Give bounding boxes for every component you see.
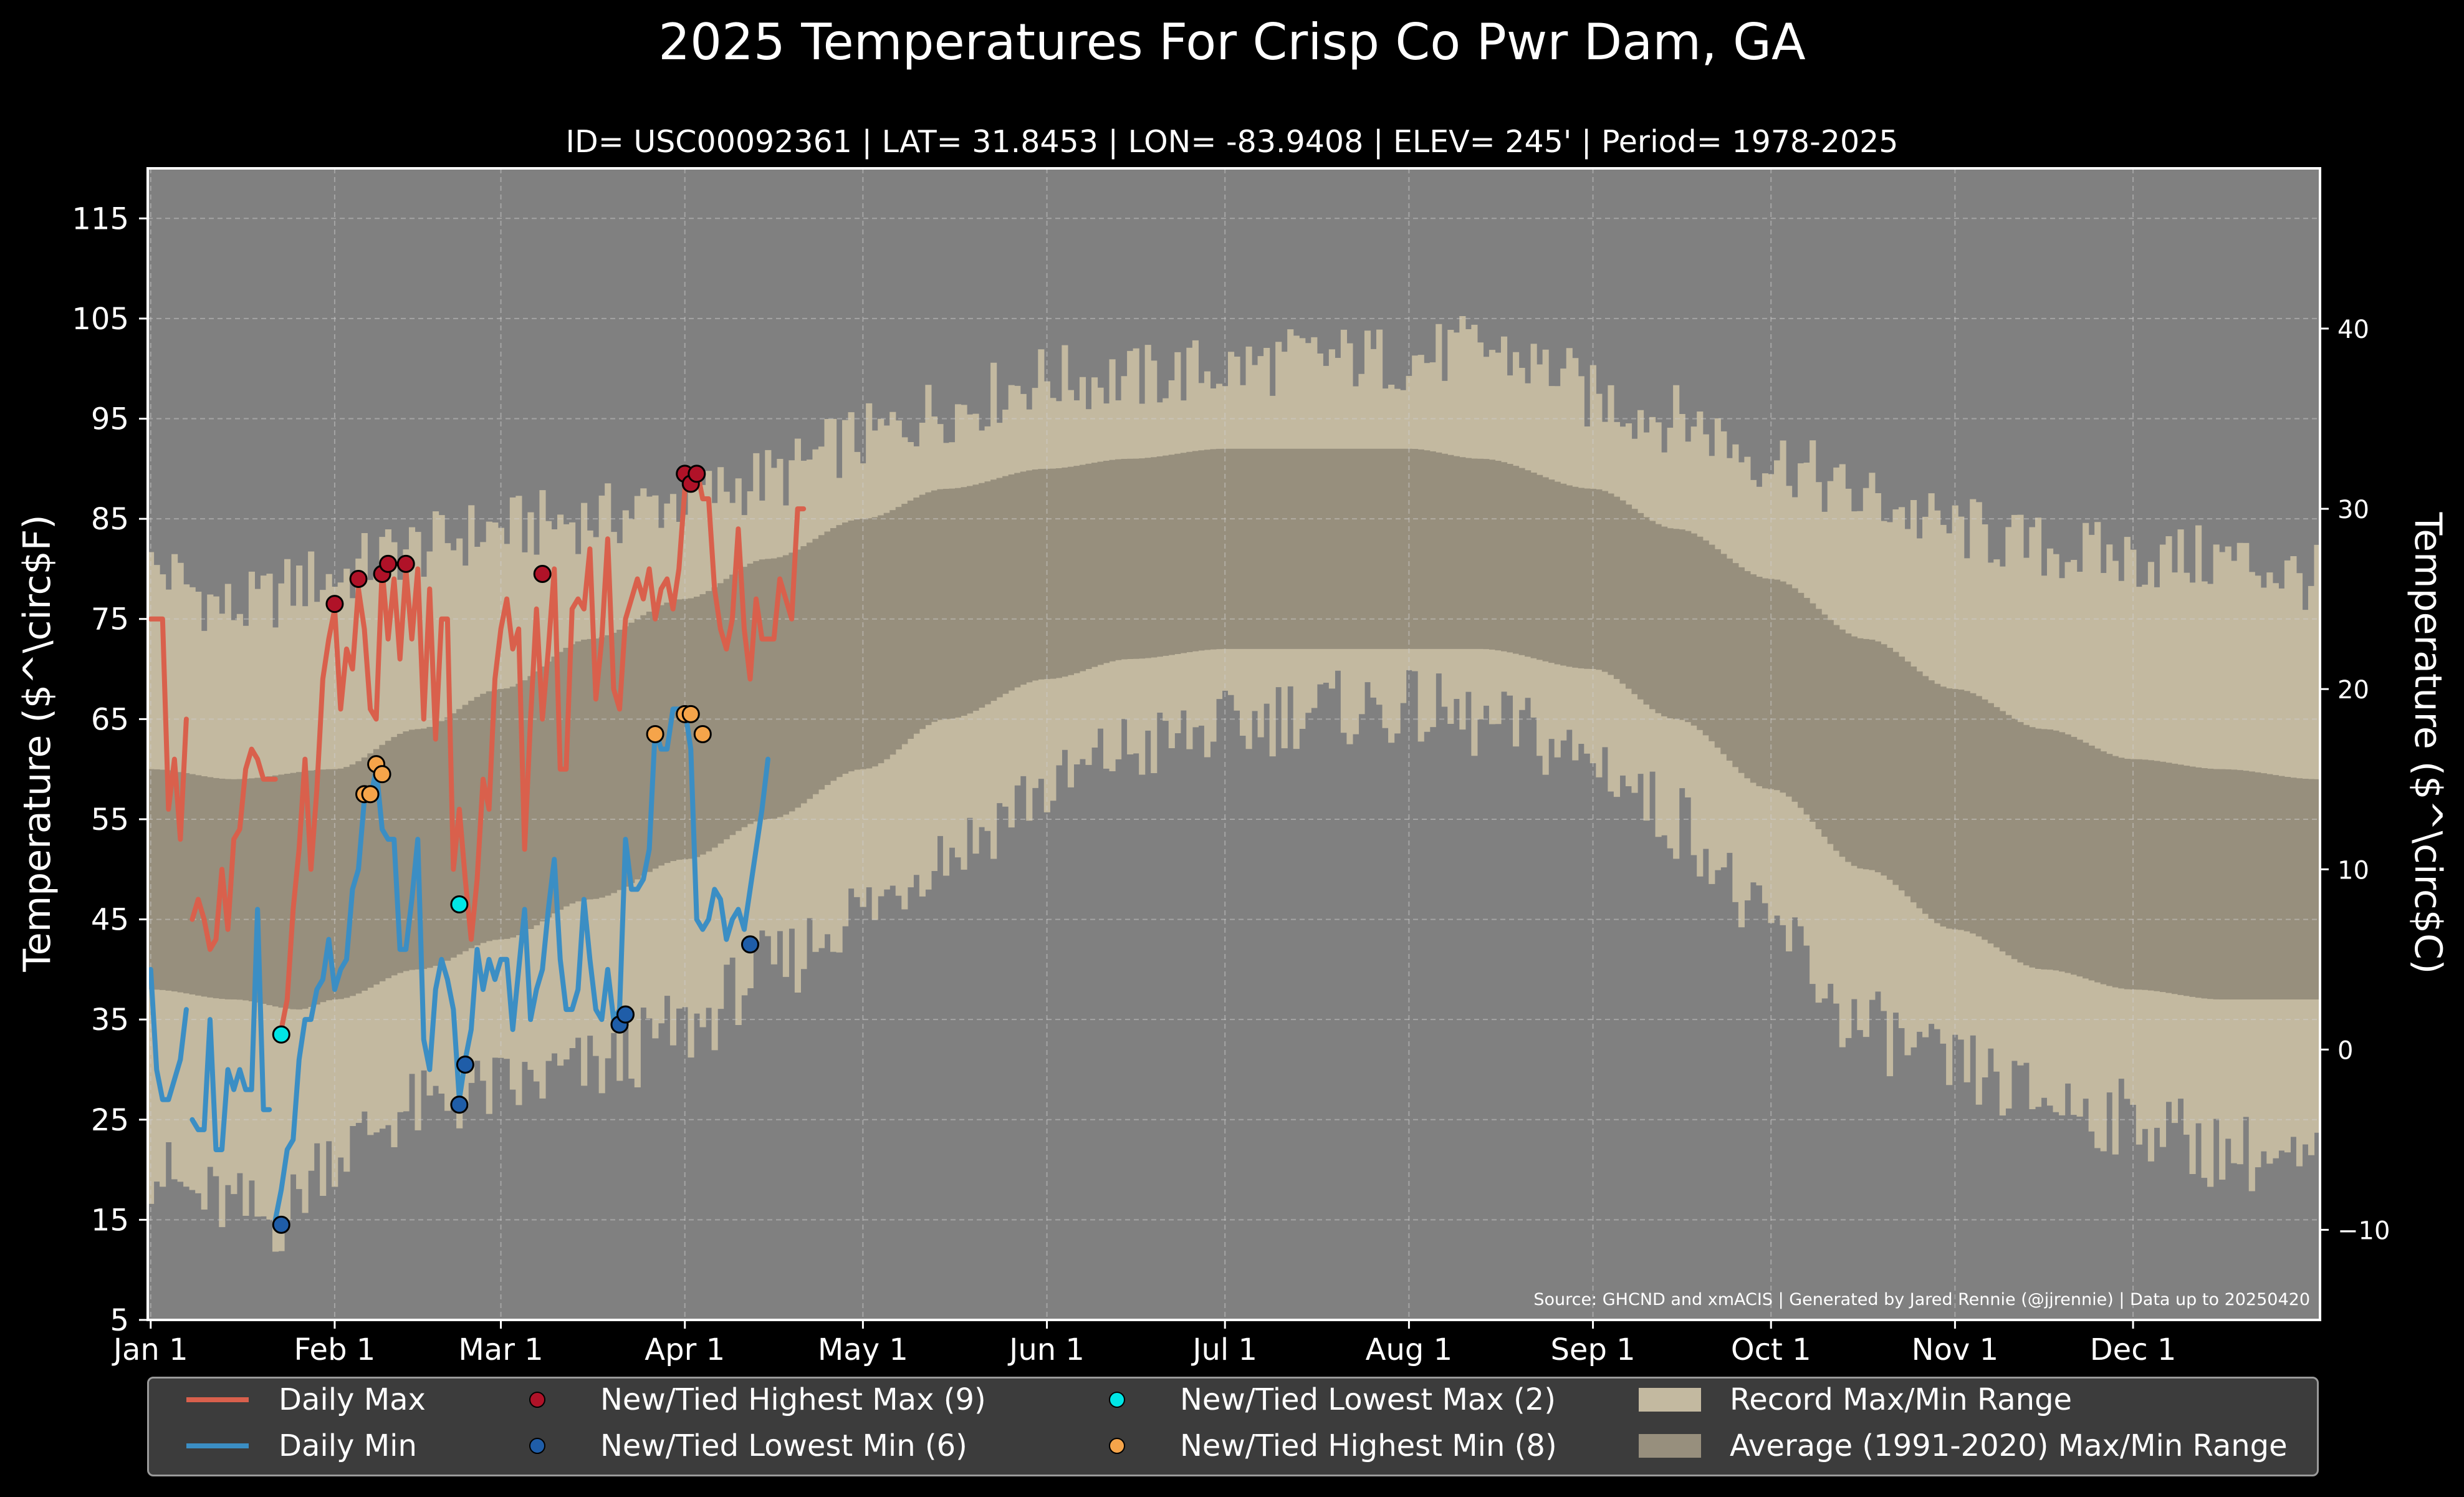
y-tick-label-left: 115 — [72, 201, 129, 236]
y-tick-label-left: 65 — [91, 702, 129, 737]
record-range-bars — [148, 316, 2321, 1252]
chart-subtitle: ID= USC00092361 | LAT= 31.8453 | LON= -8… — [565, 124, 1899, 160]
x-tick-label: Apr 1 — [645, 1332, 725, 1367]
legend-label: Average (1991-2020) Max/Min Range — [1730, 1428, 2288, 1463]
legend-swatch — [529, 1392, 545, 1408]
x-tick-label: Aug 1 — [1366, 1332, 1453, 1367]
legend-swatch — [529, 1438, 545, 1454]
legend-label: Daily Min — [279, 1428, 417, 1463]
x-tick-label: Nov 1 — [1912, 1332, 1998, 1367]
legend-swatch — [1639, 1434, 1701, 1458]
legend-item-lowest-min: New/Tied Lowest Min (6) — [498, 1428, 967, 1463]
y-tick-label-left: 75 — [91, 602, 129, 637]
average-range-band — [148, 448, 2321, 1010]
legend-label: New/Tied Highest Min (8) — [1180, 1428, 1557, 1463]
legend-item-average-range: Average (1991-2020) Max/Min Range — [1639, 1428, 2288, 1463]
legend-item-highest-max: New/Tied Highest Max (9) — [498, 1382, 986, 1417]
y-tick-label-right: 30 — [2337, 496, 2369, 524]
marker-lowest-min — [741, 935, 759, 954]
legend-swatch — [1109, 1392, 1125, 1408]
marker-highest-max — [325, 595, 344, 614]
legend-item-lowest-max: New/Tied Lowest Max (2) — [1078, 1382, 1556, 1417]
marker-lowest-max — [450, 895, 469, 913]
legend-swatch — [186, 1397, 249, 1402]
marker-lowest-min — [450, 1095, 469, 1114]
marker-highest-max — [396, 554, 415, 573]
marker-highest-min — [681, 705, 700, 723]
marker-highest-max — [379, 554, 398, 573]
marker-lowest-min — [616, 1005, 635, 1024]
y-axis-label-left: Temperature ($^\circ$F) — [16, 514, 59, 972]
legend-label: New/Tied Lowest Min (6) — [600, 1428, 967, 1463]
legend-item-highest-min: New/Tied Highest Min (8) — [1078, 1428, 1557, 1463]
x-tick-label: Jan 1 — [112, 1332, 188, 1367]
legend-item-record-range: Record Max/Min Range — [1639, 1382, 2072, 1417]
marker-lowest-min — [272, 1215, 290, 1234]
marker-highest-min — [361, 785, 380, 804]
marker-highest-max — [349, 569, 368, 588]
y-tick-label-left: 95 — [91, 402, 129, 437]
legend-swatch — [1109, 1438, 1125, 1454]
x-tick-label: Sep 1 — [1550, 1332, 1635, 1367]
legend-label: Record Max/Min Range — [1730, 1382, 2073, 1417]
y-tick-label-left: 25 — [91, 1103, 129, 1138]
x-tick-label: Feb 1 — [294, 1332, 376, 1367]
plot-frame — [146, 167, 2321, 1321]
x-tick-label: Oct 1 — [1731, 1332, 1811, 1367]
marker-lowest-min — [456, 1055, 474, 1074]
axes: 5 15 25 35 45 55 65 75 85 95 105 115 Jan 1 Feb 1 Mar 1… — [72, 167, 2390, 1367]
y-tick-label-right: 20 — [2337, 676, 2369, 705]
plot-area — [148, 168, 2321, 1321]
x-tick-label: May 1 — [818, 1332, 908, 1367]
y-tick-label-left: 105 — [72, 302, 129, 337]
y-tick-label-left: 5 — [110, 1303, 129, 1338]
marker-highest-min — [373, 765, 391, 784]
legend: Daily Max Daily Min New/Tied Highest Max… — [147, 1377, 2319, 1476]
y-tick-label-left: 15 — [91, 1203, 129, 1238]
y-tick-label-right: 40 — [2337, 315, 2369, 344]
legend-item-daily-min: Daily Min — [186, 1428, 417, 1463]
y-tick-label-left: 85 — [91, 502, 129, 537]
y-tick-label-right: 10 — [2337, 856, 2369, 885]
legend-label: Daily Max — [279, 1382, 426, 1417]
legend-label: New/Tied Lowest Max (2) — [1180, 1382, 1556, 1417]
chart-title: 2025 Temperatures For Crisp Co Pwr Dam, … — [658, 13, 1806, 71]
y-tick-label-left: 35 — [91, 1003, 129, 1037]
x-tick-label: Dec 1 — [2090, 1332, 2177, 1367]
marker-highest-min — [646, 724, 664, 743]
legend-label: New/Tied Highest Max (9) — [600, 1382, 986, 1417]
y-tick-label-right: 0 — [2337, 1036, 2353, 1065]
marker-highest-max — [533, 564, 552, 583]
y-tick-label-right: −10 — [2337, 1216, 2390, 1245]
marker-highest-max — [688, 465, 706, 483]
x-tick-label: Jul 1 — [1191, 1332, 1257, 1367]
series-line-daily-max — [148, 466, 807, 1032]
y-axis-label-right: Temperature ($^\circ$C) — [2406, 512, 2450, 975]
marker-lowest-max — [272, 1025, 290, 1044]
marker-highest-min — [693, 724, 712, 743]
y-tick-label-left: 45 — [91, 903, 129, 938]
source-note: Source: GHCND and xmACIS | Generated by … — [1533, 1290, 2310, 1309]
x-tick-label: Mar 1 — [458, 1332, 543, 1367]
y-tick-label-left: 55 — [91, 802, 129, 837]
x-tick-label: Jun 1 — [1007, 1332, 1085, 1367]
legend-swatch — [186, 1443, 249, 1448]
legend-swatch — [1639, 1388, 1701, 1412]
legend-item-daily-max: Daily Max — [186, 1382, 426, 1417]
